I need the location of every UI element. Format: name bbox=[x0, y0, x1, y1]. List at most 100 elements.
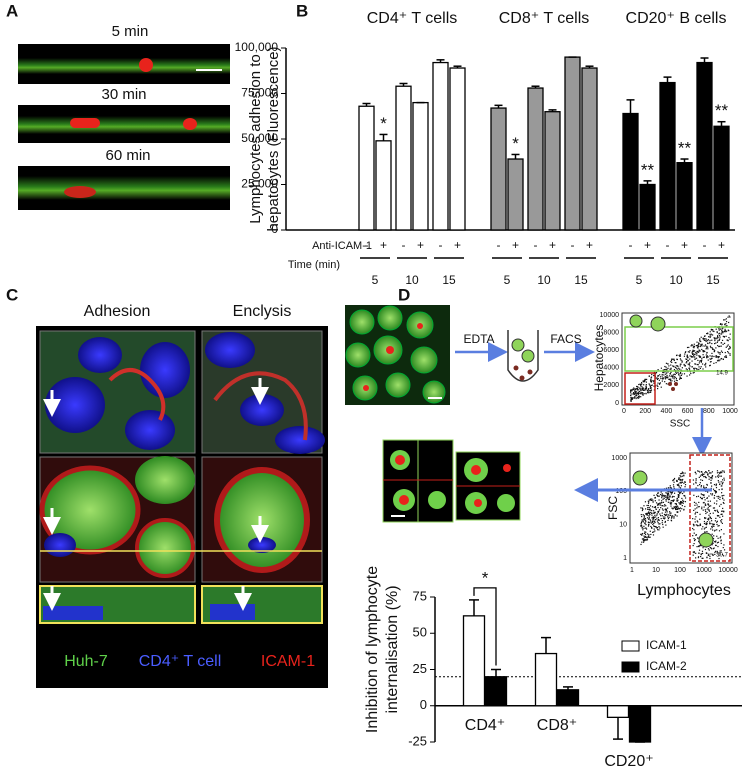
nucleus bbox=[205, 332, 255, 368]
event bbox=[717, 525, 719, 527]
event bbox=[670, 361, 672, 363]
event bbox=[673, 358, 675, 360]
event bbox=[721, 470, 723, 472]
event bbox=[662, 501, 665, 503]
event bbox=[666, 511, 668, 513]
event bbox=[685, 351, 687, 353]
event bbox=[695, 478, 697, 480]
event bbox=[670, 368, 672, 370]
event bbox=[676, 497, 678, 499]
event bbox=[701, 343, 703, 345]
event bbox=[663, 497, 665, 500]
event bbox=[700, 554, 702, 556]
event bbox=[640, 521, 643, 524]
event bbox=[710, 335, 712, 337]
event bbox=[640, 525, 642, 527]
event bbox=[719, 472, 721, 475]
event bbox=[651, 520, 654, 523]
event bbox=[655, 377, 657, 379]
event bbox=[677, 496, 679, 498]
event bbox=[723, 549, 726, 551]
nucleus bbox=[125, 410, 175, 450]
time-label: 5 bbox=[372, 273, 379, 287]
event bbox=[667, 383, 669, 385]
error-bar bbox=[563, 686, 573, 690]
event bbox=[698, 549, 701, 551]
event bbox=[707, 507, 709, 509]
event bbox=[643, 505, 645, 507]
event bbox=[715, 487, 718, 489]
event bbox=[689, 369, 691, 371]
event bbox=[659, 493, 662, 496]
event bbox=[710, 505, 712, 507]
event bbox=[669, 496, 671, 498]
nucleus bbox=[78, 337, 122, 373]
event bbox=[701, 358, 703, 360]
event bbox=[708, 518, 710, 520]
event bbox=[720, 350, 723, 352]
event bbox=[683, 373, 686, 375]
tick-label: 0 bbox=[622, 408, 626, 415]
event bbox=[651, 498, 653, 500]
event bbox=[651, 527, 653, 529]
event bbox=[669, 501, 671, 503]
event bbox=[699, 524, 702, 526]
event bbox=[684, 495, 686, 497]
event bbox=[638, 395, 640, 398]
event bbox=[657, 503, 659, 505]
event bbox=[648, 512, 650, 514]
event bbox=[643, 540, 646, 542]
error-bar bbox=[453, 65, 462, 69]
event bbox=[650, 376, 653, 378]
event bbox=[636, 389, 639, 391]
event bbox=[673, 486, 675, 488]
event bbox=[701, 506, 703, 508]
event bbox=[665, 366, 667, 368]
event bbox=[709, 365, 711, 367]
event bbox=[653, 531, 655, 533]
event bbox=[713, 530, 716, 532]
event bbox=[650, 384, 652, 387]
event bbox=[714, 337, 716, 339]
event bbox=[683, 482, 685, 484]
event bbox=[638, 389, 640, 391]
event bbox=[678, 495, 680, 497]
event bbox=[694, 508, 696, 510]
event bbox=[678, 374, 680, 376]
event bbox=[659, 374, 661, 376]
event bbox=[661, 380, 663, 382]
event bbox=[645, 539, 647, 541]
event bbox=[630, 399, 632, 401]
event bbox=[704, 344, 707, 346]
event bbox=[631, 398, 634, 400]
event bbox=[649, 509, 651, 511]
event bbox=[653, 375, 655, 377]
event bbox=[694, 356, 696, 358]
event bbox=[725, 355, 727, 357]
event bbox=[720, 503, 722, 506]
error-bar bbox=[436, 59, 445, 63]
event bbox=[711, 476, 713, 478]
event bbox=[657, 506, 659, 509]
event bbox=[634, 392, 637, 394]
event bbox=[656, 514, 658, 516]
facs-ticks: 10000 8000 6000 4000 2000 00 200 400 600 800 1000 bbox=[600, 312, 738, 415]
event bbox=[704, 510, 707, 512]
event bbox=[707, 340, 709, 342]
event bbox=[649, 530, 651, 532]
event bbox=[701, 471, 703, 473]
event bbox=[715, 361, 717, 364]
event bbox=[715, 503, 718, 505]
event bbox=[725, 331, 727, 333]
event bbox=[641, 392, 644, 394]
event bbox=[713, 350, 715, 353]
event bbox=[714, 338, 716, 340]
event bbox=[721, 323, 723, 325]
significance: ** bbox=[678, 139, 692, 158]
event bbox=[694, 350, 696, 352]
event bbox=[686, 355, 688, 357]
gate bbox=[689, 454, 731, 562]
event bbox=[678, 378, 681, 380]
timepoint-label: 5 min bbox=[112, 23, 149, 40]
event bbox=[704, 499, 706, 501]
